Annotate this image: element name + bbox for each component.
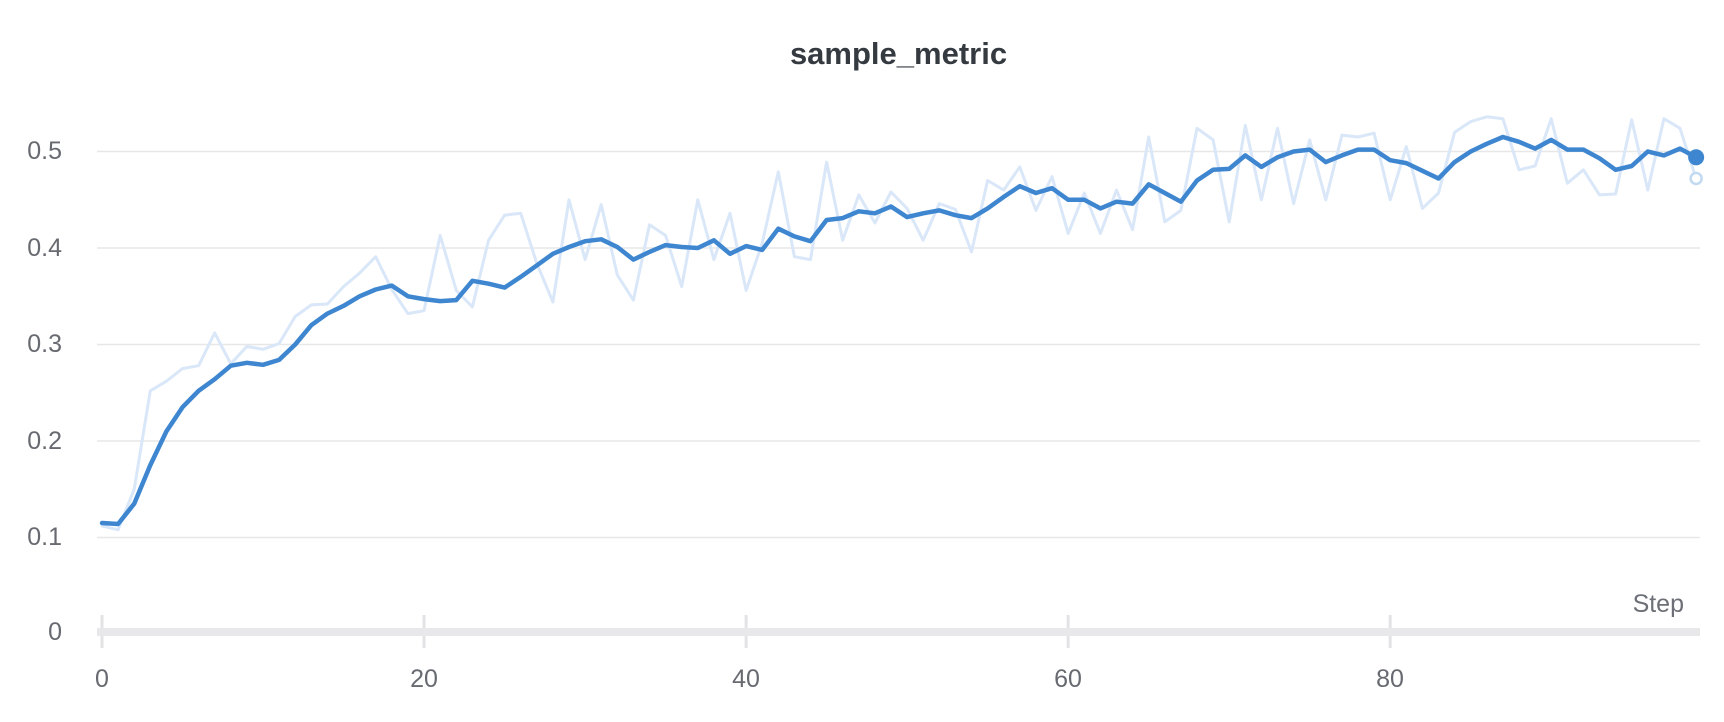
y-tick-label-0.3: 0.3	[27, 330, 62, 358]
x-axis-label: Step	[1632, 590, 1684, 618]
x-axis-baseline	[97, 628, 1700, 636]
x-tick-label-40: 40	[732, 665, 760, 693]
x-tick-label-0: 0	[95, 665, 109, 693]
x-tick-label-80: 80	[1376, 665, 1404, 693]
y-tick-label-0: 0	[48, 618, 62, 646]
y-tick-label-0.1: 0.1	[27, 523, 62, 551]
final-value-dot	[1688, 149, 1705, 166]
y-tick-label-0.2: 0.2	[27, 427, 62, 455]
smoothed-series-line	[99, 134, 1699, 527]
y-tick-label-0.5: 0.5	[27, 137, 62, 165]
y-tick-label-0.4: 0.4	[27, 234, 62, 262]
x-tick-label-20: 20	[410, 665, 438, 693]
raw-series-line	[100, 115, 1698, 532]
x-tick-label-60: 60	[1054, 665, 1082, 693]
raw-final-value-ring	[1689, 171, 1703, 186]
chart-title: sample_metric	[789, 36, 1008, 71]
